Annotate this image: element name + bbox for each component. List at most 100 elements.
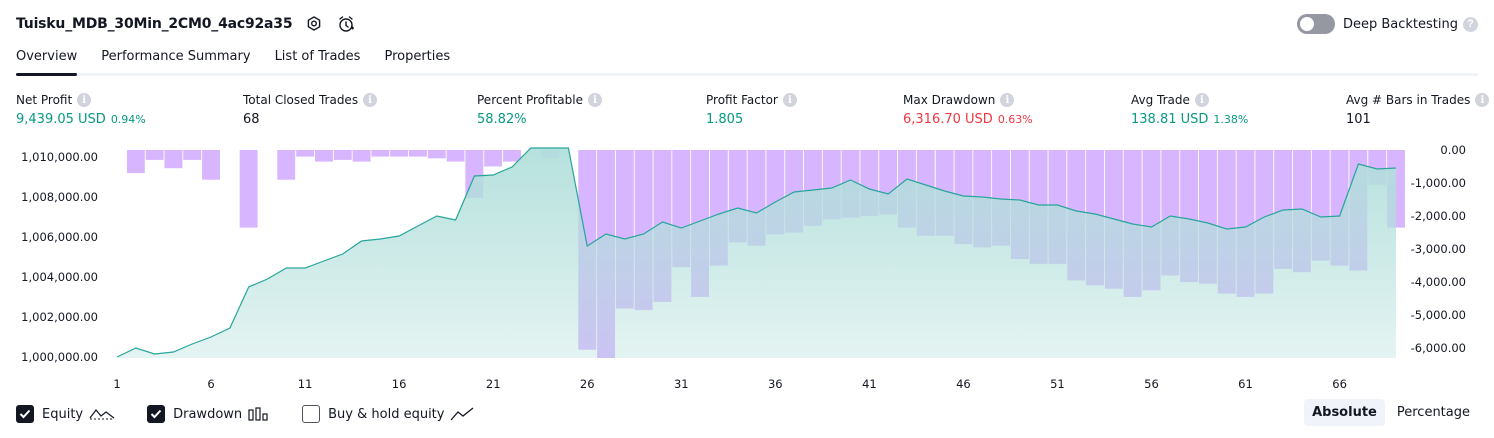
- info-icon[interactable]: i: [1194, 93, 1209, 107]
- metric-value: 138.81 USD: [1131, 112, 1209, 127]
- metric-value: 9,439.05 USD: [16, 112, 106, 127]
- settings-icon[interactable]: [304, 14, 324, 34]
- metric-label: Avg Trade i: [1131, 93, 1248, 107]
- x-tick-label: 56: [1144, 377, 1159, 391]
- right-tick-label: -3,000.00: [1411, 242, 1466, 256]
- info-icon[interactable]: i: [587, 93, 602, 107]
- strategy-title: Tuisku_MDB_30Min_2CM0_4ac92a35: [16, 16, 293, 32]
- drawdown-bar: [145, 150, 164, 160]
- metric-value-row: 1.805: [706, 112, 797, 127]
- drawdown-bar: [126, 150, 145, 174]
- buy-hold-checkbox[interactable]: [302, 405, 321, 423]
- left-tick-label: 1,010,000.00: [21, 150, 98, 164]
- drawdown-bar: [484, 150, 503, 167]
- metric-percent: 0.63%: [997, 113, 1033, 126]
- metric-percent-profitable: Percent Profitable i 58.82%: [477, 93, 602, 127]
- metric-value-row: 6,316.70 USD 0.63%: [903, 112, 1033, 127]
- legend-buy-hold-label: Buy & hold equity: [328, 406, 445, 422]
- drawdown-bar: [239, 150, 258, 228]
- info-icon[interactable]: i: [77, 93, 92, 107]
- info-icon[interactable]: i: [782, 93, 797, 107]
- left-tick-label: 1,006,000.00: [21, 230, 98, 244]
- equity-checkbox[interactable]: [16, 405, 34, 423]
- metric-profit-factor: Profit Factor i 1.805: [706, 93, 797, 127]
- legend-buy-hold[interactable]: Buy & hold equity: [302, 405, 474, 423]
- right-tick-label: -2,000.00: [1411, 209, 1466, 223]
- x-tick-label: 6: [207, 377, 214, 391]
- help-icon[interactable]: ?: [1463, 16, 1478, 32]
- chart-legend: Equity Drawdown Buy & hold equity: [16, 402, 506, 426]
- equity-drawdown-chart: 1,010,000.00 1,008,000.00 1,006,000.00 1,00…: [21, 143, 1466, 391]
- tab-overview[interactable]: Overview: [16, 44, 78, 76]
- equity-line-icon: [89, 406, 115, 422]
- tab-bar: Overview Performance Summary List of Trade…: [16, 44, 1478, 76]
- metric-value: 6,316.70 USD: [903, 112, 993, 127]
- drawdown-checkbox[interactable]: [147, 405, 166, 423]
- deep-backtesting-toggle[interactable]: [1296, 14, 1335, 34]
- x-tick-label: 11: [298, 377, 313, 391]
- x-tick-label: 51: [1050, 377, 1065, 391]
- metric-value: 68: [243, 112, 260, 127]
- deep-backtesting-label: Deep Backtesting: [1342, 16, 1458, 32]
- alert-clock-icon[interactable]: [336, 14, 356, 34]
- drawdown-bar: [390, 150, 409, 157]
- x-tick-label: 61: [1238, 377, 1253, 391]
- metric-percent: 0.94%: [110, 113, 146, 126]
- tab-performance-summary[interactable]: Performance Summary: [101, 49, 251, 64]
- display-mode-switch: Absolute Percentage: [1300, 399, 1478, 426]
- drawdown-bar: [296, 150, 315, 157]
- drawdown-bar: [333, 150, 352, 160]
- right-tick-label: -6,000.00: [1411, 341, 1466, 355]
- metric-value-row: 58.82%: [477, 112, 602, 127]
- tab-properties[interactable]: Properties: [384, 49, 451, 64]
- x-tick-label: 21: [486, 377, 501, 391]
- equity-line: [116, 147, 1397, 358]
- metric-label: Profit Factor i: [706, 93, 797, 107]
- deep-backtesting-control: Deep Backtesting ?: [1296, 10, 1478, 38]
- metric-value-row: 138.81 USD 1.38%: [1131, 112, 1248, 127]
- metric-avg-bars-in-trades: Avg # Bars in Trades i 101: [1346, 93, 1490, 127]
- info-icon[interactable]: i: [1475, 93, 1490, 107]
- absolute-button[interactable]: Absolute: [1304, 399, 1385, 426]
- toggle-knob: [1299, 17, 1314, 31]
- metric-label-text: Profit Factor: [706, 93, 778, 107]
- equity-area: [117, 148, 1396, 358]
- x-tick-label: 41: [862, 377, 877, 391]
- drawdown-bar: [183, 150, 202, 160]
- left-tick-label: 1,008,000.00: [21, 190, 98, 204]
- right-tick-label: -5,000.00: [1411, 308, 1466, 322]
- info-icon[interactable]: i: [363, 93, 378, 107]
- metric-value: 101: [1346, 112, 1371, 127]
- drawdown-bar: [503, 150, 521, 162]
- legend-equity[interactable]: Equity: [16, 405, 115, 423]
- legend-equity-label: Equity: [42, 406, 84, 422]
- metric-label-text: Total Closed Trades: [243, 93, 359, 107]
- tab-list-of-trades[interactable]: List of Trades: [274, 49, 361, 64]
- percentage-button[interactable]: Percentage: [1396, 405, 1470, 420]
- metric-value-row: 9,439.05 USD 0.94%: [16, 112, 146, 127]
- x-tick-label: 46: [956, 377, 971, 391]
- metric-label-text: Max Drawdown: [903, 93, 996, 107]
- metric-label: Total Closed Trades i: [243, 93, 378, 107]
- right-tick-label: -1,000.00: [1411, 176, 1466, 190]
- metric-label: Avg # Bars in Trades i: [1346, 93, 1490, 107]
- left-tick-label: 1,004,000.00: [21, 270, 98, 284]
- legend-drawdown[interactable]: Drawdown: [147, 405, 270, 423]
- metric-label-text: Percent Profitable: [477, 93, 583, 107]
- metrics-row: Net Profit i 9,439.05 USD 0.94% Total Closed…: [16, 93, 1490, 133]
- metric-label-text: Net Profit: [16, 93, 73, 107]
- drawdown-bar: [409, 150, 427, 157]
- x-tick-label: 36: [768, 377, 783, 391]
- left-axis: 1,010,000.00 1,008,000.00 1,006,000.00 1,00…: [21, 150, 98, 364]
- x-axis: 1 6 11 16 21 26 31 36 41 46 51 56 61 66: [113, 377, 1347, 391]
- metric-label-text: Avg Trade: [1131, 93, 1190, 107]
- metric-value: 58.82%: [477, 112, 527, 127]
- metric-avg-trade: Avg Trade i 138.81 USD 1.38%: [1131, 93, 1248, 127]
- drawdown-bar: [164, 150, 183, 169]
- drawdown-bar: [427, 150, 446, 159]
- metric-net-profit: Net Profit i 9,439.05 USD 0.94%: [16, 93, 146, 127]
- right-tick-label: 0.00: [1440, 143, 1466, 157]
- metric-label: Net Profit i: [16, 93, 146, 107]
- drawdown-bar: [277, 150, 296, 180]
- info-icon[interactable]: i: [1000, 93, 1015, 107]
